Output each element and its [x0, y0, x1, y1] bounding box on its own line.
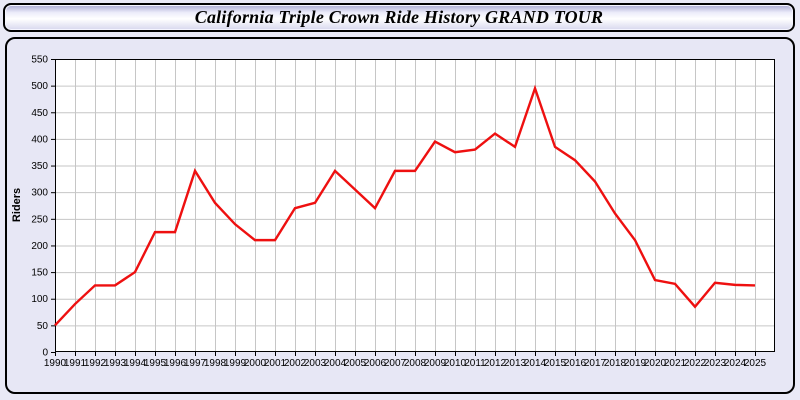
y-tick-label: 150 — [31, 268, 48, 279]
y-tick-label: 300 — [31, 188, 48, 199]
x-tick-label: 2024 — [724, 358, 747, 369]
x-tick-label: 2000 — [244, 358, 267, 369]
y-axis-ticks — [51, 59, 55, 353]
y-tick-label: 450 — [31, 108, 48, 119]
y-tick-label: 50 — [37, 321, 49, 332]
y-tick-label: 100 — [31, 294, 48, 305]
y-tick-labels: 0 50 100 150 200 250 300 350 400 450 500 550 — [31, 55, 48, 359]
x-tick-label: 2006 — [364, 358, 387, 369]
x-tick-label: 2009 — [424, 358, 447, 369]
x-tick-label: 1992 — [84, 358, 107, 369]
x-tick-label: 2022 — [684, 358, 707, 369]
x-tick-label: 2019 — [624, 358, 647, 369]
x-tick-label: 2020 — [644, 358, 667, 369]
y-tick-label: 550 — [31, 55, 48, 66]
x-tick-label: 2021 — [664, 358, 687, 369]
plot-border — [55, 59, 775, 352]
y-axis-title: Riders — [11, 188, 23, 222]
y-tick-label: 500 — [31, 81, 48, 92]
x-axis-ticks — [55, 352, 756, 356]
chart-panel: 1990 1991 1992 1993 1994 1995 1996 1997 1998 1999… — [5, 37, 795, 394]
x-tick-label: 2011 — [464, 358, 486, 369]
y-tick-label: 0 — [42, 348, 48, 359]
x-tick-label: 2005 — [344, 358, 367, 369]
x-tick-label: 1996 — [164, 358, 187, 369]
x-tick-label: 2018 — [604, 358, 627, 369]
x-tick-label: 2004 — [324, 358, 347, 369]
x-tick-label: 2008 — [404, 358, 427, 369]
x-tick-label: 2003 — [304, 358, 327, 369]
x-tick-label: 2017 — [584, 358, 607, 369]
x-tick-label: 1991 — [64, 358, 87, 369]
x-tick-label: 2001 — [264, 358, 287, 369]
x-tick-label: 1995 — [144, 358, 167, 369]
x-tick-label: 1993 — [104, 358, 127, 369]
x-tick-labels: 1990199119921993199419951996199719981999… — [44, 358, 767, 369]
y-tick-label: 250 — [31, 214, 48, 225]
x-tick-label: 2013 — [504, 358, 527, 369]
riders-line — [54, 84, 756, 327]
x-tick-label: 1998 — [204, 358, 227, 369]
x-tick-label: 2014 — [524, 358, 547, 369]
x-tick-label: 2023 — [704, 358, 727, 369]
chart-svg: 1990199119921993199419951996199719981999… — [11, 55, 775, 369]
x-tick-label: 2002 — [284, 358, 307, 369]
title-bar: California Triple Crown Ride History GRA… — [3, 3, 795, 32]
x-tick-label: 2012 — [484, 358, 507, 369]
x-tick-label: 1997 — [184, 358, 207, 369]
x-tick-label: 1994 — [124, 358, 147, 369]
x-tick-label: 1999 — [224, 358, 247, 369]
x-tick-label: 2010 — [444, 358, 467, 369]
y-tick-label: 350 — [31, 161, 48, 172]
gridlines — [55, 59, 775, 352]
y-tick-label: 200 — [31, 241, 48, 252]
y-tick-label: 400 — [31, 134, 48, 145]
x-tick-label: 2015 — [544, 358, 567, 369]
page-title: California Triple Crown Ride History GRA… — [194, 7, 604, 27]
x-tick-label: 2007 — [384, 358, 407, 369]
x-tick-label: 2025 — [744, 358, 767, 369]
x-tick-label: 2016 — [564, 358, 587, 369]
x-tick-label: 1990 — [44, 358, 67, 369]
